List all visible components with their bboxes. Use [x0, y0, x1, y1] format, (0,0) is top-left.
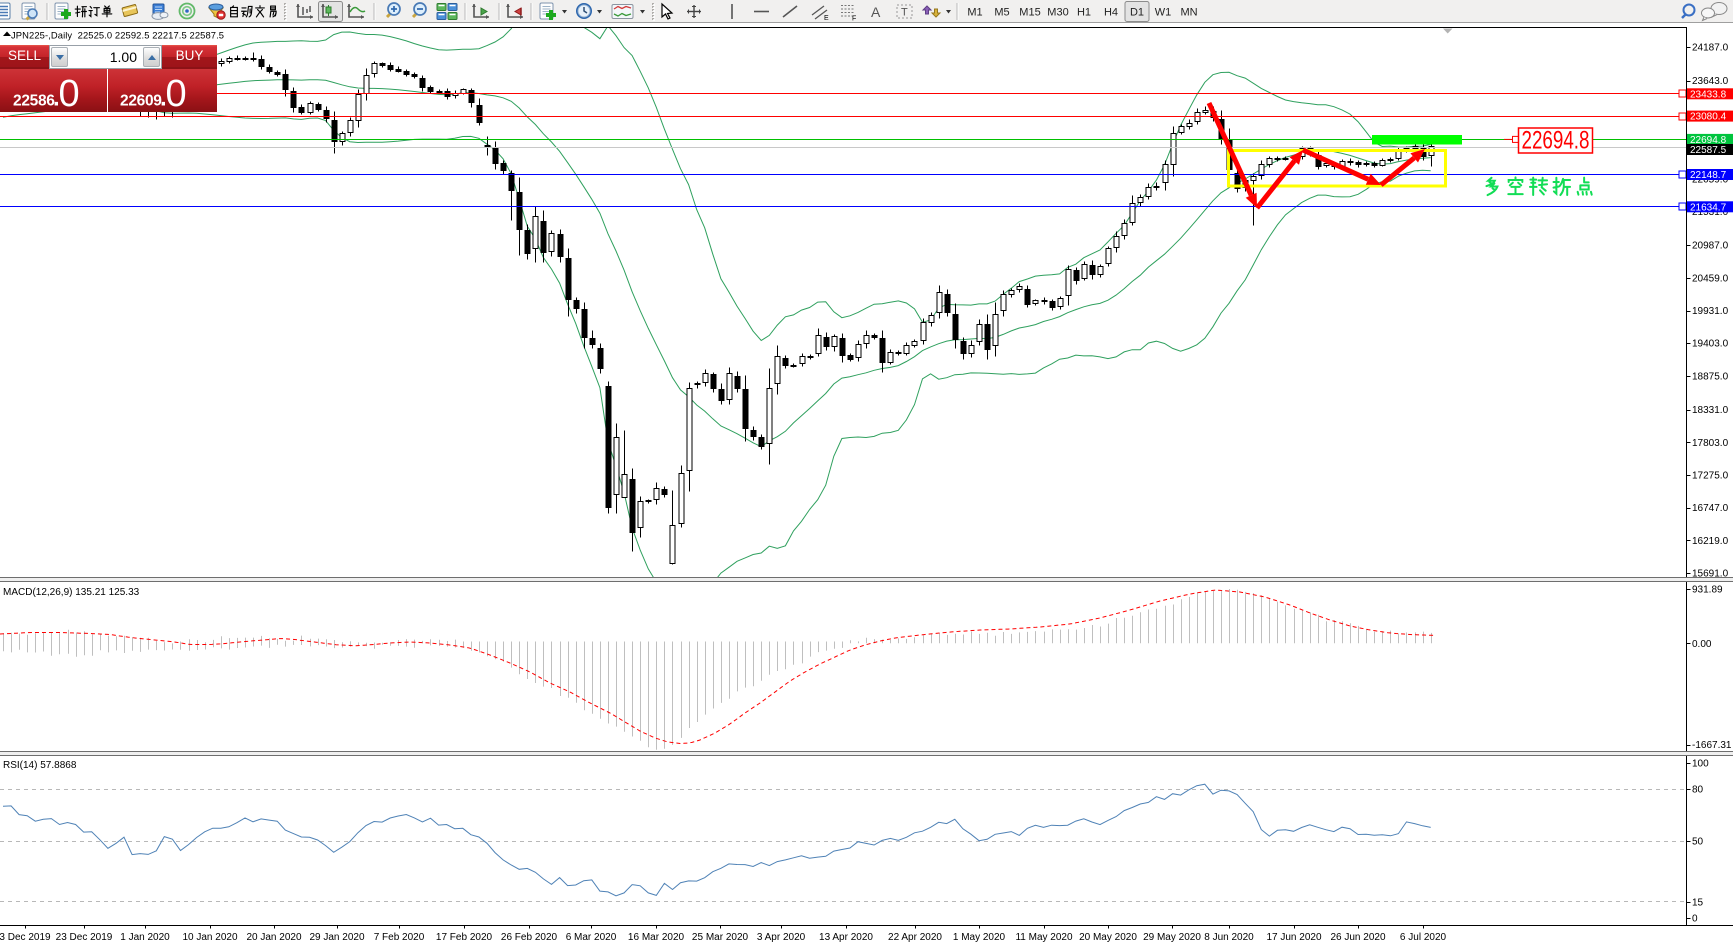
svg-text:M5: M5: [994, 7, 1009, 19]
svg-text:20459.0: 20459.0: [1692, 273, 1729, 284]
svg-text:.: .: [160, 85, 167, 112]
svg-text:13 Apr 2020: 13 Apr 2020: [819, 932, 873, 943]
svg-text:H4: H4: [1104, 7, 1118, 19]
svg-text:11 May 2020: 11 May 2020: [1015, 932, 1073, 943]
svg-text:19403.0: 19403.0: [1692, 339, 1729, 350]
svg-text:0: 0: [1692, 914, 1698, 925]
svg-text:20 Jan 2020: 20 Jan 2020: [246, 932, 301, 943]
svg-text:0: 0: [166, 73, 187, 112]
svg-text:23643.0: 23643.0: [1692, 76, 1729, 87]
svg-text:D1: D1: [1130, 7, 1144, 19]
svg-text:22 Apr 2020: 22 Apr 2020: [888, 932, 942, 943]
svg-text:22609: 22609: [120, 93, 162, 110]
svg-text:.: .: [53, 85, 60, 112]
svg-text:3 Apr 2020: 3 Apr 2020: [757, 932, 806, 943]
svg-text:A: A: [871, 4, 881, 20]
svg-text:17275.0: 17275.0: [1692, 471, 1729, 482]
svg-text:MN: MN: [1180, 7, 1197, 19]
svg-text:23433.8: 23433.8: [1690, 89, 1727, 100]
svg-text:22587.5: 22587.5: [1690, 145, 1727, 156]
svg-text:100: 100: [1692, 759, 1709, 770]
svg-text:8 Jun 2020: 8 Jun 2020: [1204, 932, 1254, 943]
svg-text:22694.8: 22694.8: [1522, 127, 1590, 155]
svg-text:29 Jan 2020: 29 Jan 2020: [309, 932, 364, 943]
svg-text:MACD(12,26,9) 135.21 125.33: MACD(12,26,9) 135.21 125.33: [3, 587, 140, 598]
svg-text:M15: M15: [1019, 7, 1040, 19]
svg-text:JPN225-,Daily 22525.0 22592.5: JPN225-,Daily 22525.0 22592.5 22217.5 22…: [11, 30, 224, 41]
svg-text:15: 15: [1692, 898, 1704, 909]
svg-text:H1: H1: [1077, 7, 1091, 19]
svg-text:E: E: [824, 15, 829, 22]
svg-text:80: 80: [1692, 785, 1704, 796]
svg-text:7 Feb 2020: 7 Feb 2020: [374, 932, 425, 943]
svg-text:21634.7: 21634.7: [1690, 202, 1727, 213]
svg-text:22694.8: 22694.8: [1690, 135, 1727, 146]
svg-text:0.00: 0.00: [1692, 639, 1712, 650]
svg-text:26 Jun 2020: 26 Jun 2020: [1330, 932, 1385, 943]
svg-text:23080.4: 23080.4: [1690, 112, 1727, 123]
svg-text:931.89: 931.89: [1692, 585, 1723, 596]
svg-text:18875.0: 18875.0: [1692, 371, 1729, 382]
svg-text:1 May 2020: 1 May 2020: [953, 932, 1006, 943]
svg-text:29 May 2020: 29 May 2020: [1143, 932, 1201, 943]
svg-text:16747.0: 16747.0: [1692, 503, 1729, 514]
svg-text:17 Jun 2020: 17 Jun 2020: [1266, 932, 1321, 943]
svg-text:6 Mar 2020: 6 Mar 2020: [566, 932, 617, 943]
svg-text:21531.0: 21531.0: [1692, 207, 1729, 218]
svg-text:T: T: [901, 7, 908, 19]
svg-text:25 Mar 2020: 25 Mar 2020: [692, 932, 749, 943]
svg-text:W1: W1: [1155, 7, 1172, 19]
svg-text:M30: M30: [1047, 7, 1068, 19]
svg-text:20987.0: 20987.0: [1692, 241, 1729, 252]
svg-text:3 Dec 2019: 3 Dec 2019: [0, 932, 51, 943]
svg-text:19931.0: 19931.0: [1692, 306, 1729, 317]
svg-text:20 May 2020: 20 May 2020: [1079, 932, 1137, 943]
svg-text:24187.0: 24187.0: [1692, 43, 1729, 54]
svg-text:F: F: [852, 16, 856, 23]
svg-text:17803.0: 17803.0: [1692, 438, 1729, 449]
svg-text:23 Dec 2019: 23 Dec 2019: [56, 932, 113, 943]
svg-text:22586: 22586: [13, 93, 55, 110]
svg-text:1 Jan 2020: 1 Jan 2020: [120, 932, 170, 943]
svg-text:0: 0: [59, 73, 80, 112]
svg-text:22148.7: 22148.7: [1690, 170, 1727, 181]
svg-text:26 Feb 2020: 26 Feb 2020: [501, 932, 558, 943]
svg-text:15691.0: 15691.0: [1692, 569, 1729, 580]
svg-text:17 Feb 2020: 17 Feb 2020: [436, 932, 493, 943]
svg-text:M1: M1: [967, 7, 982, 19]
svg-text:10 Jan 2020: 10 Jan 2020: [182, 932, 237, 943]
svg-text:6 Jul 2020: 6 Jul 2020: [1400, 932, 1447, 943]
svg-text:16 Mar 2020: 16 Mar 2020: [628, 932, 685, 943]
svg-text:-1667.31: -1667.31: [1692, 740, 1732, 751]
svg-text:18331.0: 18331.0: [1692, 405, 1729, 416]
svg-text:16219.0: 16219.0: [1692, 536, 1729, 547]
svg-text:50: 50: [1692, 837, 1704, 848]
svg-text:RSI(14) 57.8868: RSI(14) 57.8868: [3, 760, 77, 771]
